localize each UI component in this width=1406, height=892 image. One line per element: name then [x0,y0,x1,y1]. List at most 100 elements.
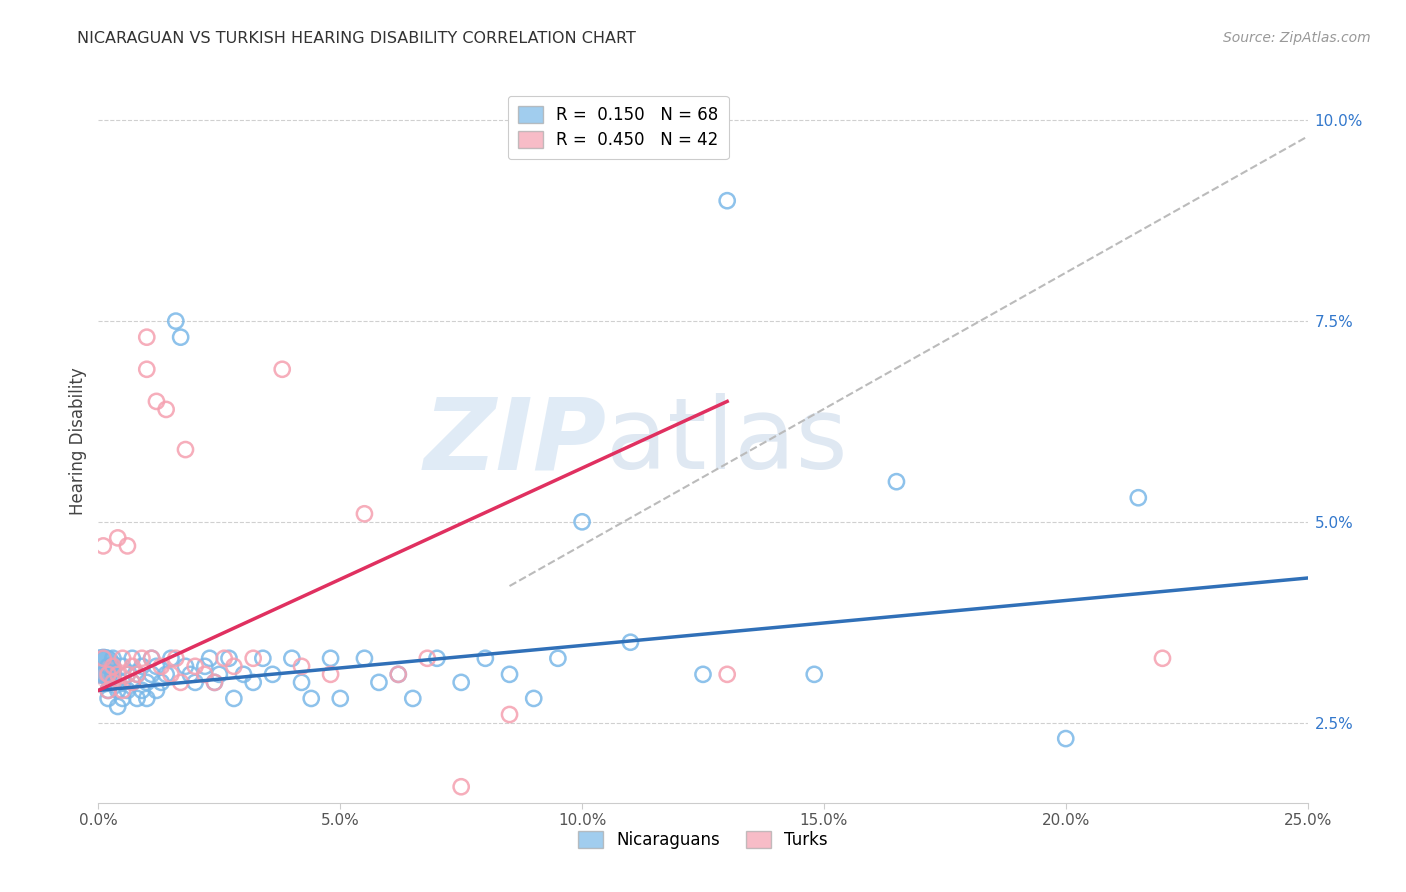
Point [91,539,114,553]
Point [165,651,187,665]
Point [121,659,143,673]
Text: ZIP: ZIP [423,393,606,490]
Point [222,691,245,706]
Point [498,667,520,681]
Point [97,683,120,698]
Point [145,659,167,673]
Point [91,651,114,665]
Point [135,691,157,706]
Point [319,651,342,665]
Point [368,675,391,690]
Point [91,659,114,673]
Point [523,691,546,706]
Point [121,675,143,690]
Point [91,659,114,673]
Point [150,659,173,673]
Point [416,651,439,665]
Point [1054,731,1077,746]
Point [169,675,191,690]
Point [91,659,114,673]
Point [184,659,207,673]
Point [290,659,312,673]
Point [111,651,134,665]
Point [111,675,134,690]
Point [111,683,134,698]
Point [117,683,139,698]
Point [111,659,134,673]
Point [127,667,149,681]
Point [141,651,163,665]
Point [101,667,124,681]
Point [91,659,114,673]
Point [242,651,264,665]
Y-axis label: Hearing Disability: Hearing Disability [69,368,87,516]
Point [101,675,124,690]
Point [174,442,197,457]
Point [111,691,134,706]
Point [1152,651,1174,665]
Point [619,635,641,649]
Point [97,659,120,673]
Point [131,659,153,673]
Text: Source: ZipAtlas.com: Source: ZipAtlas.com [1223,31,1371,45]
Point [169,330,191,344]
Point [299,691,322,706]
Point [121,675,143,690]
Point [281,651,304,665]
Point [1128,491,1150,505]
Point [387,667,409,681]
Point [450,780,472,794]
Point [184,675,207,690]
Point [165,314,187,328]
Point [117,667,139,681]
Point [97,667,120,681]
Point [91,659,114,673]
Point [141,651,163,665]
Point [91,667,114,681]
Point [150,675,173,690]
Point [353,507,375,521]
Point [155,667,177,681]
Point [160,667,183,681]
Point [803,667,825,681]
Text: atlas: atlas [606,393,848,490]
Point [450,675,472,690]
Point [127,667,149,681]
Point [91,651,114,665]
Point [179,667,201,681]
Point [319,667,342,681]
Point [262,667,284,681]
Point [117,539,139,553]
Point [426,651,449,665]
Point [97,691,120,706]
Point [91,659,114,673]
Point [232,667,254,681]
Point [198,651,221,665]
Point [107,683,129,698]
Point [145,394,167,409]
Point [101,651,124,665]
Point [498,707,520,722]
Point [547,651,569,665]
Point [121,651,143,665]
Point [222,659,245,673]
Point [135,675,157,690]
Point [97,667,120,681]
Point [242,675,264,690]
Point [290,675,312,690]
Text: NICARAGUAN VS TURKISH HEARING DISABILITY CORRELATION CHART: NICARAGUAN VS TURKISH HEARING DISABILITY… [77,31,636,46]
Point [194,659,217,673]
Point [208,667,231,681]
Point [218,651,240,665]
Point [117,667,139,681]
Point [716,667,738,681]
Point [127,691,149,706]
Point [204,675,226,690]
Point [131,651,153,665]
Legend: Nicaraguans, Turks: Nicaraguans, Turks [572,824,834,856]
Point [886,475,908,489]
Point [716,194,738,208]
Point [194,667,217,681]
Point [101,659,124,673]
Point [474,651,496,665]
